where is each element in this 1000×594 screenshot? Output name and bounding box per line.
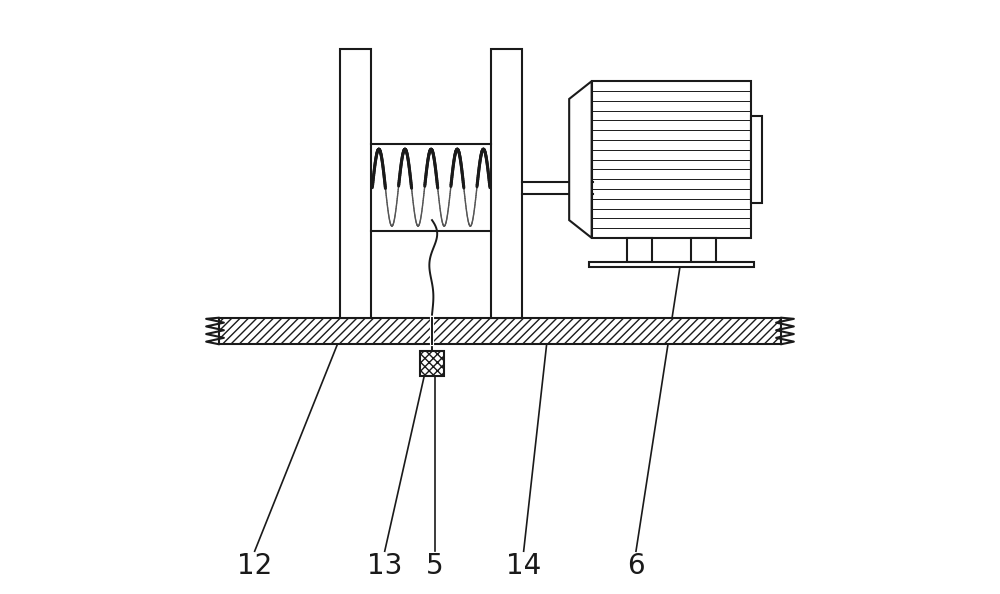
Text: 14: 14 — [506, 552, 541, 580]
Bar — [420, 352, 444, 376]
Bar — [420, 352, 444, 376]
Bar — [592, 81, 751, 238]
Bar — [219, 318, 781, 345]
Bar — [751, 116, 762, 203]
Text: 13: 13 — [367, 552, 402, 580]
Bar — [491, 49, 522, 318]
Polygon shape — [569, 81, 592, 238]
Bar — [627, 238, 652, 261]
Bar — [589, 261, 754, 267]
Bar — [340, 49, 371, 318]
Bar — [691, 238, 716, 261]
Bar — [219, 318, 781, 345]
Text: 12: 12 — [237, 552, 272, 580]
Text: 5: 5 — [426, 552, 444, 580]
Text: 6: 6 — [627, 552, 645, 580]
